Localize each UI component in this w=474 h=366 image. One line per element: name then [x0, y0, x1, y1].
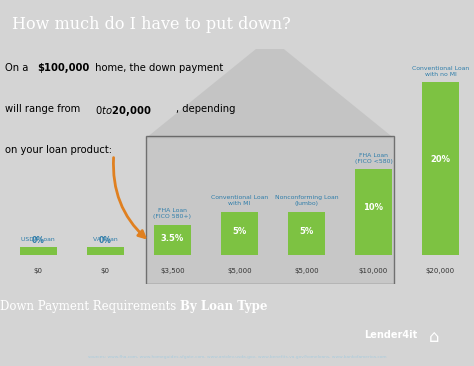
Text: 10%: 10% [364, 203, 383, 212]
Bar [87, 247, 124, 255]
Bar [355, 168, 392, 255]
Text: $0: $0 [34, 268, 43, 274]
Text: FHA Loan
(FICO <580): FHA Loan (FICO <580) [355, 153, 392, 164]
Text: 5%: 5% [232, 227, 246, 236]
Text: on your loan product:: on your loan product: [5, 145, 112, 155]
Text: 0%: 0% [32, 236, 45, 245]
Text: $3,500: $3,500 [160, 268, 185, 274]
Bar [288, 212, 325, 255]
Text: VA Loan: VA Loan [93, 237, 118, 242]
Text: $20,000: $20,000 [426, 268, 455, 274]
Text: $100,000: $100,000 [37, 63, 89, 73]
Bar [20, 247, 57, 255]
Text: Nonconforming Loan
(Jumbo): Nonconforming Loan (Jumbo) [274, 195, 338, 206]
Text: $10,000: $10,000 [359, 268, 388, 274]
Text: On a: On a [5, 63, 31, 73]
Text: 3.5%: 3.5% [161, 234, 184, 243]
Polygon shape [146, 38, 394, 138]
Text: How much do I have to put down?: How much do I have to put down? [12, 16, 291, 33]
Text: Conventional Loan
with MI: Conventional Loan with MI [211, 195, 268, 206]
Text: $0: $0 [101, 268, 110, 274]
Text: home, the down payment: home, the down payment [92, 63, 224, 73]
Text: $5,000: $5,000 [227, 268, 252, 274]
Text: Lender4it: Lender4it [364, 330, 417, 340]
Text: USDA Loan: USDA Loan [21, 237, 55, 242]
Text: By Loan Type: By Loan Type [180, 300, 268, 313]
Text: 20%: 20% [430, 155, 450, 164]
Bar [154, 225, 191, 255]
Text: Down Payment Requirements: Down Payment Requirements [0, 300, 180, 313]
Text: will range from: will range from [5, 104, 83, 114]
Text: 0%: 0% [99, 236, 112, 245]
Bar [221, 212, 258, 255]
Text: ⌂: ⌂ [428, 328, 439, 346]
Text: $5,000: $5,000 [294, 268, 319, 274]
Text: sources: www.fha.com, www.homeguides.sfgate.com, www.antdev.usda.gov, www.benefi: sources: www.fha.com, www.homeguides.sfg… [88, 355, 386, 359]
Text: Conventional Loan
with no MI: Conventional Loan with no MI [412, 66, 469, 77]
Text: FHA Loan
(FICO 580+): FHA Loan (FICO 580+) [153, 208, 191, 219]
Bar [422, 82, 459, 255]
Text: $0 to $20,000: $0 to $20,000 [95, 104, 152, 118]
FancyBboxPatch shape [146, 136, 394, 284]
Text: , depending: , depending [176, 104, 235, 114]
Text: 5%: 5% [299, 227, 313, 236]
